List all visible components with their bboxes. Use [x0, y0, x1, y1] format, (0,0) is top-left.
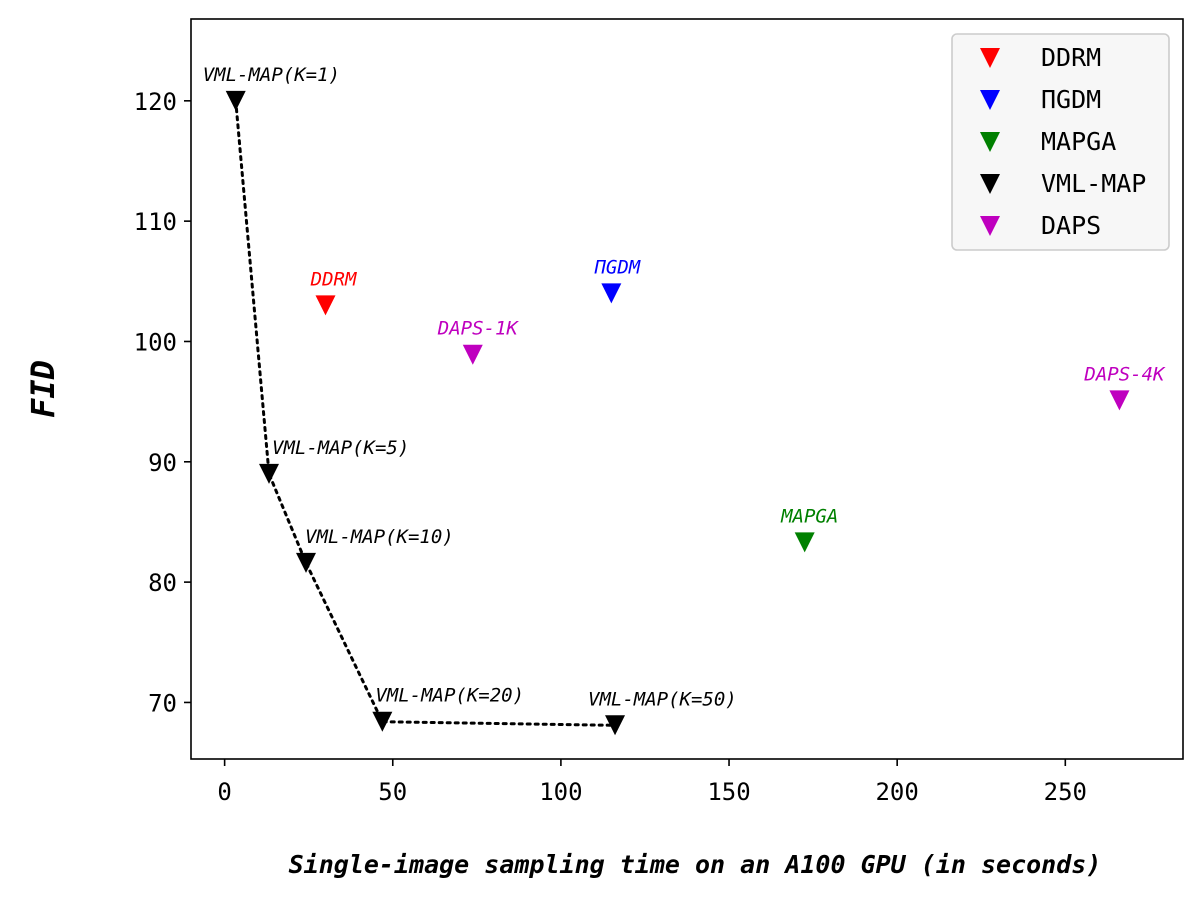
point-label: VML-MAP(K=10): [305, 526, 454, 548]
legend-box: [951, 33, 1170, 251]
point-label: ΠGDM: [593, 256, 640, 278]
marker-vml-map: [225, 90, 246, 111]
marker-vml-map: [296, 552, 317, 573]
point-label: MAPGA: [780, 505, 838, 527]
axis-ticks: 0 50 100 150 200 250 70 80 90 100 110 120: [134, 88, 1087, 806]
marker-daps: [1109, 390, 1130, 411]
legend-entry-label: DDRM: [1041, 43, 1101, 72]
point-label: VML-MAP(K=50): [588, 688, 737, 710]
point-label: VML-MAP(K=1): [203, 64, 340, 86]
marker-vml-map: [605, 715, 626, 736]
y-tick-label: 120: [134, 88, 177, 116]
legend-entry-label: VML-MAP: [1041, 169, 1146, 198]
plot-area: DDRM ΠGDM MAPGA VML-MAP(K=1) VML-MAP(K=5) VML…: [203, 64, 1166, 736]
x-tick-label: 150: [707, 778, 750, 806]
marker-ddrm: [315, 295, 336, 316]
y-tick-label: 70: [148, 689, 177, 717]
legend-marker-ddrm: [980, 48, 1000, 68]
marker-vml-map: [259, 463, 280, 484]
marker-mapga: [794, 532, 815, 553]
x-tick-label: 200: [875, 778, 918, 806]
axes-frame: [190, 18, 1184, 760]
point-label: DDRM: [310, 268, 357, 290]
point-label: DAPS-1K: [437, 318, 520, 340]
legend-marker-mapga: [980, 132, 1000, 152]
y-tick-label: 100: [134, 328, 177, 356]
x-tick-label: 50: [378, 778, 407, 806]
point-label: DAPS-4K: [1083, 363, 1166, 385]
marker--gdm: [601, 283, 622, 304]
legend-marker--gdm: [980, 90, 1000, 110]
point-label: VML-MAP(K=5): [272, 437, 409, 459]
point-label: VML-MAP(K=20): [375, 685, 524, 707]
legend: DDRM ΠGDM MAPGA VML-MAP DAPS: [951, 33, 1170, 251]
x-tick-label: 0: [217, 778, 231, 806]
marker-vml-map: [372, 711, 393, 732]
y-tick-label: 80: [148, 569, 177, 597]
y-axis-label: FID: [24, 360, 62, 418]
legend-entry-label: MAPGA: [1041, 127, 1116, 156]
legend-entry-label: DAPS: [1041, 211, 1101, 240]
legend-marker-daps: [980, 216, 1000, 236]
y-tick-label: 90: [148, 449, 177, 477]
y-tick-label: 110: [134, 208, 177, 236]
legend-marker-vml-map: [980, 174, 1000, 194]
x-tick-label: 100: [539, 778, 582, 806]
x-axis-label: Single-image sampling time on an A100 GP…: [289, 850, 1102, 879]
marker-daps: [462, 344, 483, 365]
x-tick-label: 250: [1044, 778, 1087, 806]
legend-entry-label: ΠGDM: [1041, 85, 1101, 114]
